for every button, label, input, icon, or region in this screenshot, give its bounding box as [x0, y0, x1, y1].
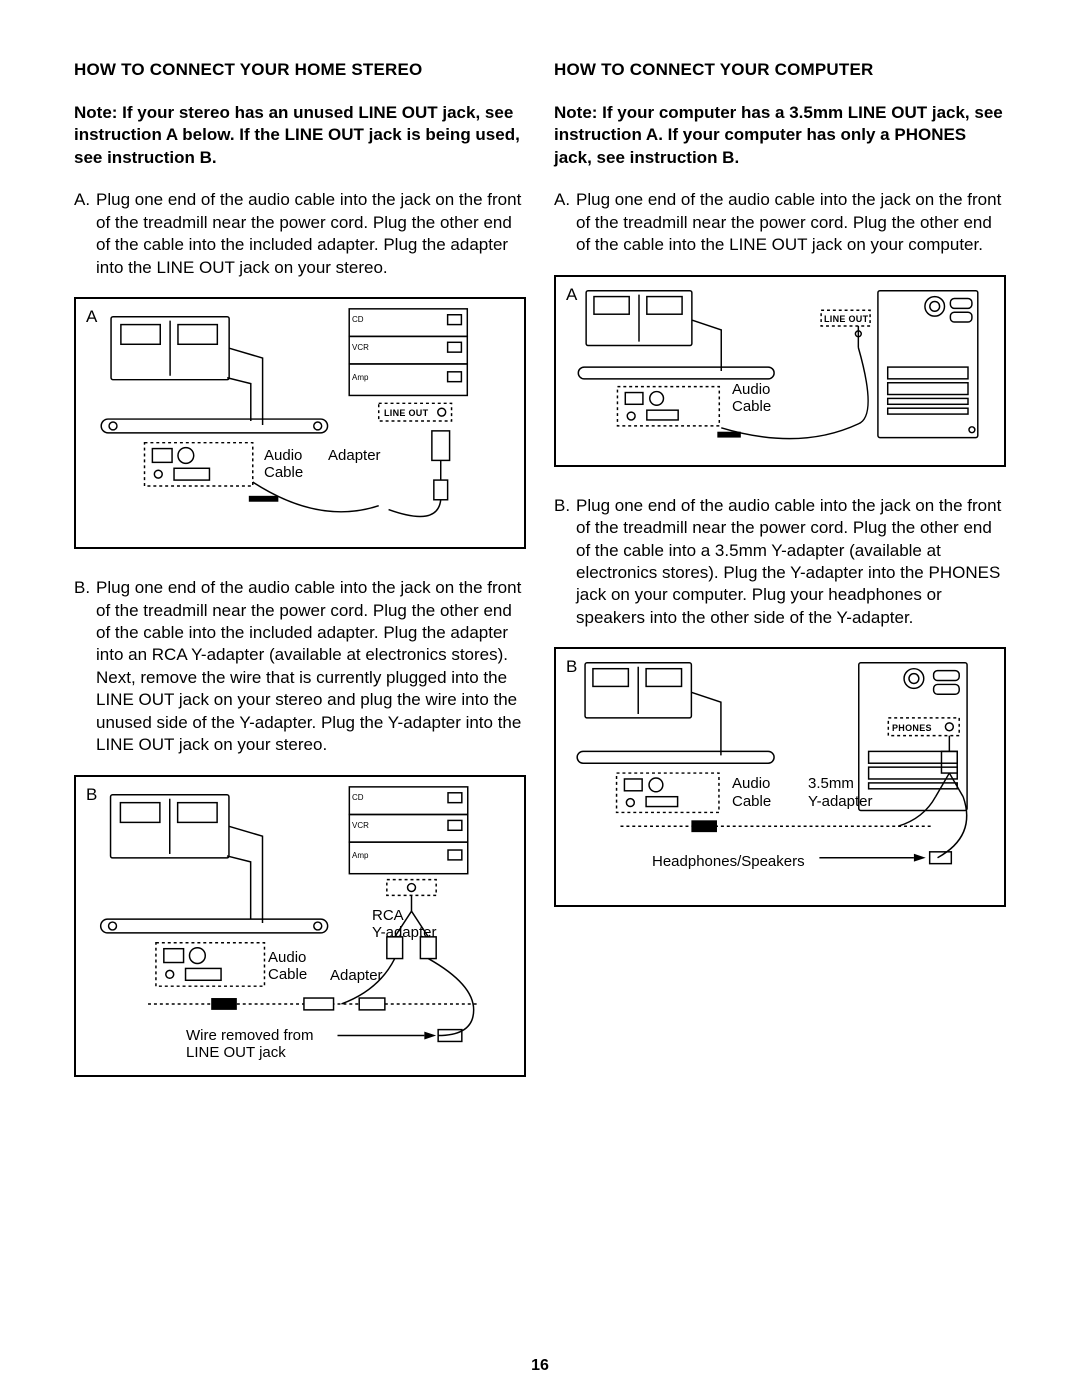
left-step-b: B. Plug one end of the audio cable into …: [74, 577, 526, 757]
right-step-b: B. Plug one end of the audio cable into …: [554, 495, 1006, 630]
lbl-vcr: VCR: [352, 343, 369, 352]
left-fig-a: A: [74, 297, 526, 549]
left-fig-b: B: [74, 775, 526, 1077]
lbl-amp: Amp: [352, 851, 368, 860]
step-body: Plug one end of the audio cable into the…: [576, 189, 1006, 256]
lbl-yadapter: 3.5mm Y-adapter: [808, 775, 873, 810]
right-note: Note: If your computer has a 3.5mm LINE …: [554, 102, 1006, 169]
lbl-wire: Wire removed from LINE OUT jack: [186, 1027, 314, 1062]
lbl-audio-cable: Audio Cable: [268, 949, 307, 984]
lbl-audio-cable: Audio Cable: [732, 775, 771, 810]
right-step-a: A. Plug one end of the audio cable into …: [554, 189, 1006, 256]
page: HOW TO CONNECT YOUR HOME STEREO Note: If…: [0, 0, 1080, 1397]
lbl-vcr: VCR: [352, 821, 369, 830]
lbl-audio-cable: Audio Cable: [732, 381, 771, 416]
right-fig-b: B: [554, 647, 1006, 907]
left-step-a: A. Plug one end of the audio cable into …: [74, 189, 526, 279]
step-body: Plug one end of the audio cable into the…: [576, 495, 1006, 630]
computer-diagram-a-svg: [556, 277, 1004, 465]
lbl-cd: CD: [352, 315, 364, 324]
lbl-headphones: Headphones/Speakers: [652, 853, 805, 870]
step-letter: B.: [74, 577, 96, 757]
step-body: Plug one end of the audio cable into the…: [96, 577, 526, 757]
right-column: HOW TO CONNECT YOUR COMPUTER Note: If yo…: [554, 60, 1006, 1357]
lbl-audio-cable: Audio Cable: [264, 447, 303, 482]
fig-letter: B: [566, 657, 577, 677]
lbl-adapter: Adapter: [330, 967, 383, 984]
lbl-phones: PHONES: [892, 723, 932, 733]
step-body: Plug one end of the audio cable into the…: [96, 189, 526, 279]
step-letter: B.: [554, 495, 576, 630]
stereo-diagram-a-svg: [76, 299, 524, 547]
left-title: HOW TO CONNECT YOUR HOME STEREO: [74, 60, 526, 80]
lbl-adapter: Adapter: [328, 447, 381, 464]
fig-letter: B: [86, 785, 97, 805]
right-fig-a: A: [554, 275, 1006, 467]
lbl-lineout: LINE OUT: [384, 408, 428, 418]
lbl-lineout: LINE OUT: [824, 314, 868, 324]
lbl-amp: Amp: [352, 373, 368, 382]
right-title: HOW TO CONNECT YOUR COMPUTER: [554, 60, 1006, 80]
page-number: 16: [0, 1357, 1080, 1375]
fig-letter: A: [86, 307, 97, 327]
lbl-rca: RCA Y-adapter: [372, 907, 437, 942]
left-column: HOW TO CONNECT YOUR HOME STEREO Note: If…: [74, 60, 526, 1357]
left-note: Note: If your stereo has an unused LINE …: [74, 102, 526, 169]
lbl-cd: CD: [352, 793, 364, 802]
fig-letter: A: [566, 285, 577, 305]
step-letter: A.: [554, 189, 576, 256]
step-letter: A.: [74, 189, 96, 279]
